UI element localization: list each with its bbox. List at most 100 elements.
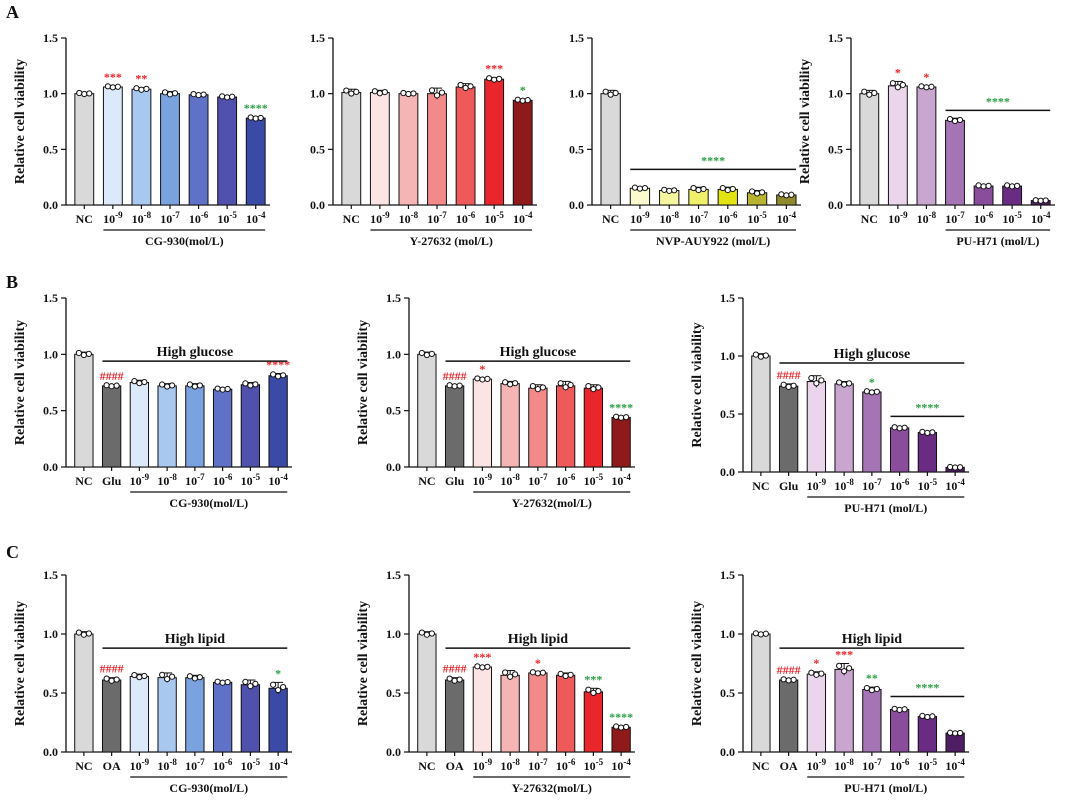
- data-point: [641, 184, 649, 192]
- data-point: [671, 187, 678, 194]
- x-tick-label: 10-9: [370, 210, 390, 226]
- data-point: [164, 675, 171, 683]
- data-point: [757, 353, 764, 360]
- data-point: [191, 383, 198, 390]
- significance-mark: ***: [584, 672, 602, 686]
- bar: [611, 416, 631, 468]
- chart-c3: 0.0 0.5 1.0 1.5 Relative cell viability NC OA 1…: [690, 568, 969, 795]
- bar: [751, 633, 771, 753]
- y-tick-label: 1.0: [828, 87, 843, 101]
- bar: [472, 666, 493, 753]
- data-point: [529, 383, 536, 390]
- data-point: [159, 671, 166, 678]
- data-point: [891, 424, 898, 431]
- data-point: [196, 674, 203, 681]
- group-label: High glucose: [500, 345, 577, 360]
- data-point: [247, 114, 254, 121]
- x-tick-label: 10-9: [807, 757, 827, 773]
- x-tick-label: NC: [861, 212, 878, 226]
- data-point: [929, 429, 936, 436]
- x-tick-label: Glu: [102, 474, 122, 488]
- data-point: [113, 676, 120, 683]
- data-point: [353, 88, 360, 95]
- data-point: [467, 83, 474, 90]
- bar: [778, 385, 799, 473]
- bar: [889, 427, 910, 473]
- significance-mark: *: [520, 83, 526, 97]
- data-point: [607, 91, 614, 98]
- x-tick-label: 10-6: [890, 757, 910, 773]
- bar: [583, 691, 604, 753]
- data-point: [957, 464, 964, 471]
- data-point: [894, 84, 901, 91]
- data-point: [114, 83, 121, 90]
- data-point: [479, 664, 486, 671]
- data-point: [901, 424, 908, 431]
- data-point: [919, 712, 926, 719]
- data-point: [507, 381, 514, 388]
- y-axis-label: Relative cell viability: [13, 320, 28, 445]
- data-point: [456, 676, 463, 683]
- data-point: [818, 377, 825, 384]
- data-point: [247, 683, 254, 690]
- x-tick-label: 10-6: [189, 210, 209, 226]
- data-point: [752, 351, 759, 358]
- bar: [444, 679, 465, 753]
- chart-b2: 0.0 0.5 1.0 1.5 Relative cell viability NC Glu…: [356, 291, 635, 510]
- bar: [74, 353, 94, 468]
- data-point: [270, 681, 277, 688]
- data-point: [612, 89, 619, 97]
- bar: [806, 673, 827, 753]
- data-point: [457, 81, 464, 89]
- x-tick-label: Glu: [779, 479, 799, 493]
- data-point: [661, 186, 668, 193]
- data-point: [790, 382, 797, 389]
- data-point: [371, 88, 378, 95]
- y-tick-label: 0.0: [569, 198, 584, 212]
- data-point: [901, 706, 908, 713]
- significance-mark: ****: [701, 153, 725, 167]
- y-tick-label: 1.5: [43, 31, 58, 45]
- data-point: [666, 187, 673, 194]
- data-point: [836, 379, 843, 386]
- data-point: [866, 91, 873, 98]
- chart-b1: 0.0 0.5 1.0 1.5 Relative cell viability NC Glu…: [13, 291, 292, 510]
- data-point: [567, 381, 574, 389]
- data-point: [418, 629, 425, 636]
- x-tick-label: NC: [418, 474, 435, 488]
- data-point: [242, 380, 249, 387]
- data-point: [758, 189, 766, 196]
- bar: [500, 674, 520, 753]
- data-point: [400, 89, 407, 97]
- x-tick-label: 10-7: [945, 210, 965, 226]
- data-point: [138, 86, 145, 93]
- data-point: [985, 182, 992, 189]
- data-point: [242, 678, 249, 686]
- data-point: [1032, 197, 1039, 204]
- y-tick-label: 0.5: [720, 407, 735, 421]
- x-tick-label: 10-6: [718, 210, 738, 226]
- x-tick-label: 10-4: [1031, 210, 1051, 226]
- data-point: [169, 382, 176, 389]
- significance-mark: ####: [443, 662, 467, 676]
- y-tick-label: 0.0: [720, 745, 735, 759]
- significance-mark: ####: [100, 369, 124, 383]
- y-axis-label: Relative cell viability: [13, 59, 28, 184]
- data-point: [85, 350, 92, 357]
- bar: [583, 387, 604, 468]
- data-point: [923, 84, 930, 91]
- x-tick-label: 10-4: [268, 472, 288, 488]
- bar: [484, 78, 505, 206]
- bar: [212, 388, 233, 468]
- x-group-label: Y-27632(mol/L): [512, 496, 592, 510]
- bar: [160, 93, 180, 206]
- data-point: [951, 117, 959, 125]
- data-point: [479, 376, 486, 383]
- x-group-label: CG-930(mol/L): [169, 781, 248, 795]
- data-point: [534, 386, 541, 393]
- data-point: [81, 90, 88, 98]
- data-point: [109, 84, 116, 91]
- bar: [528, 387, 548, 468]
- bar: [427, 93, 447, 206]
- bar: [806, 381, 827, 473]
